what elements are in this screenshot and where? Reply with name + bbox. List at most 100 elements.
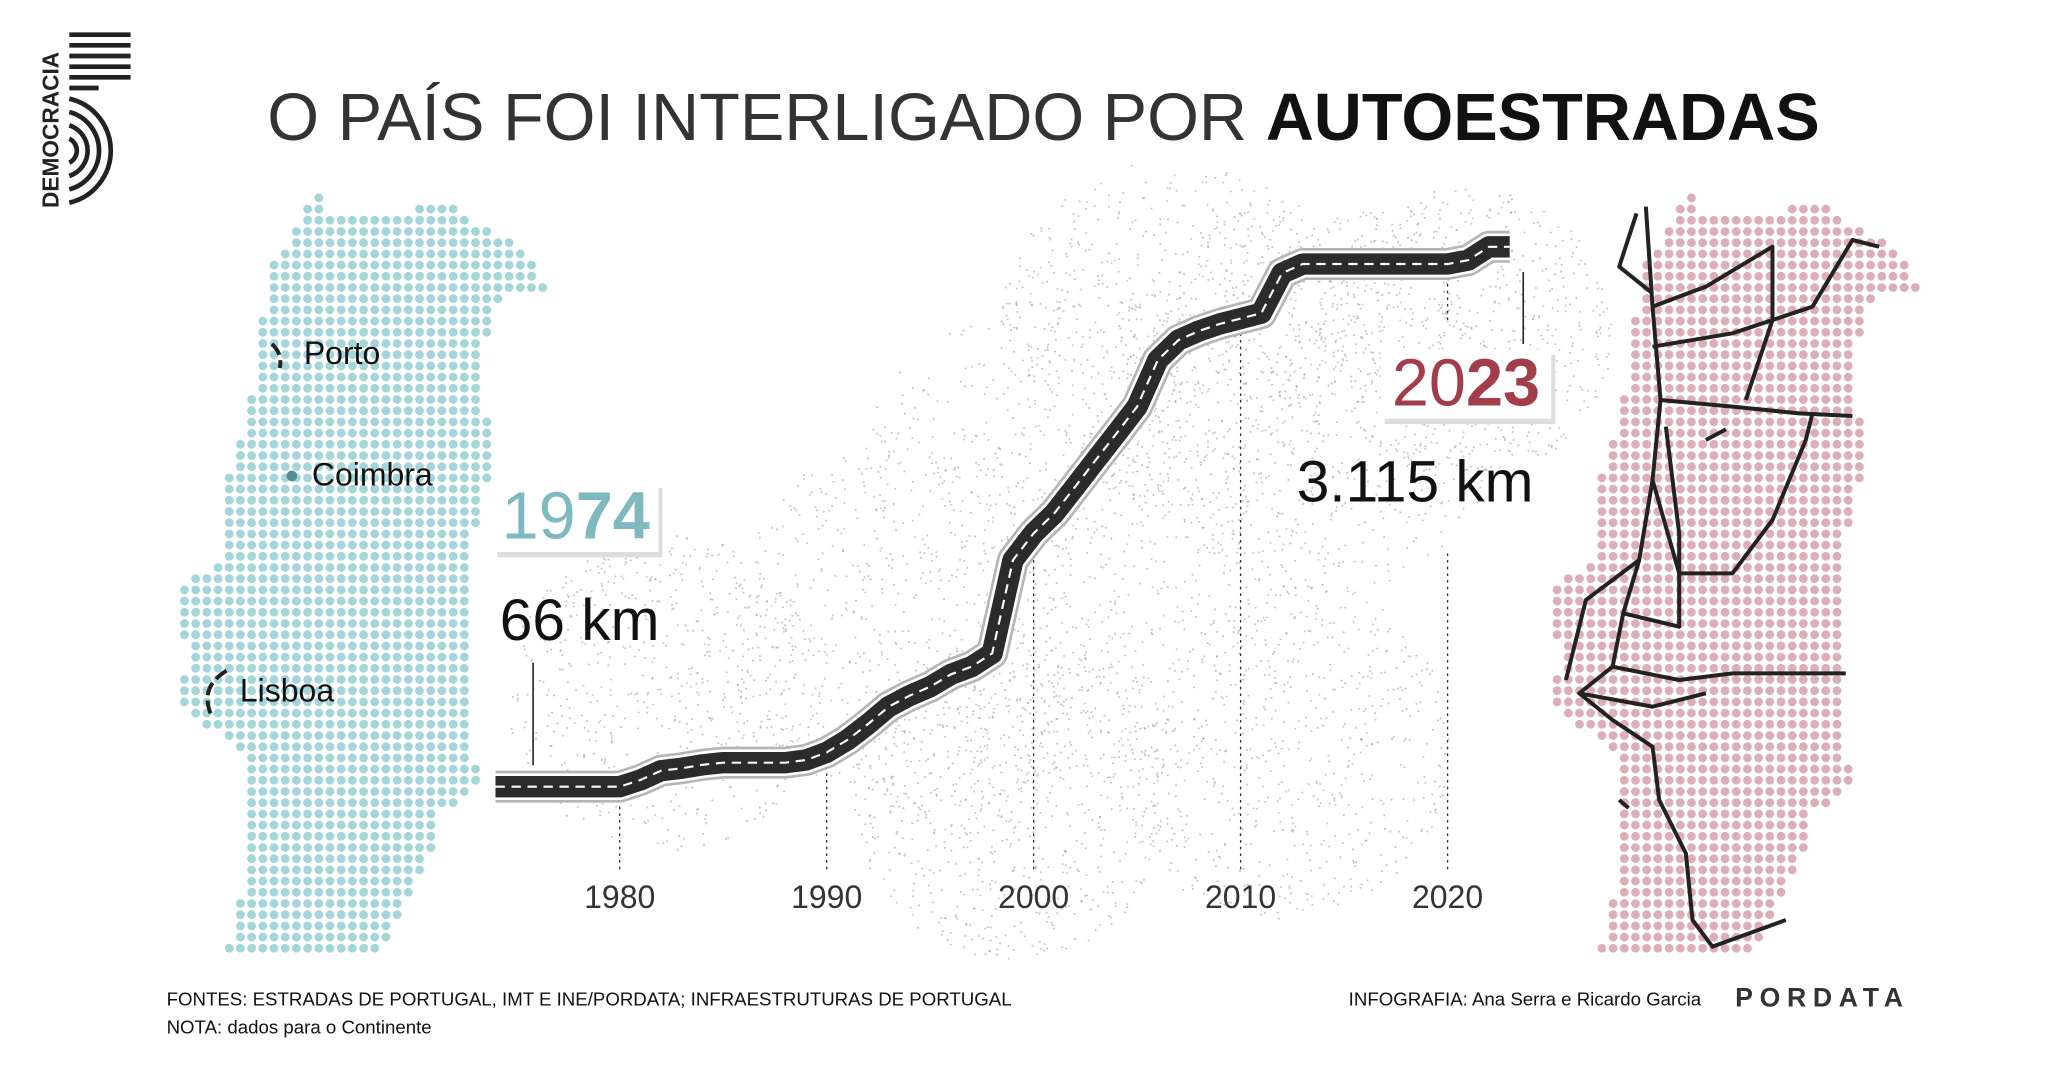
speckle xyxy=(708,655,711,658)
speckle xyxy=(1319,394,1322,397)
speckle xyxy=(878,633,881,637)
speckle xyxy=(1225,482,1228,485)
speckle xyxy=(1433,196,1436,199)
speckle xyxy=(1401,709,1404,712)
speckle xyxy=(607,811,611,814)
speckle xyxy=(1178,390,1181,394)
speckle xyxy=(1350,507,1353,510)
speckle xyxy=(982,795,985,798)
speckle xyxy=(1036,599,1039,602)
speckle xyxy=(983,706,986,709)
speckle xyxy=(1240,214,1243,217)
speckle xyxy=(994,452,997,455)
speckle xyxy=(1483,344,1486,347)
speckle xyxy=(1309,759,1312,762)
speckle xyxy=(1327,434,1330,437)
speckle xyxy=(1187,837,1190,840)
speckle xyxy=(1425,668,1428,671)
speckle xyxy=(1189,400,1192,403)
speckle xyxy=(1166,218,1170,221)
speckle xyxy=(1531,259,1535,262)
speckle xyxy=(612,714,615,718)
speckle xyxy=(1281,566,1284,569)
speckle xyxy=(1243,444,1247,447)
speckle xyxy=(1288,250,1291,253)
speckle xyxy=(1027,369,1031,372)
speckle xyxy=(908,718,911,721)
speckle xyxy=(1296,907,1299,910)
speckle xyxy=(1116,691,1119,694)
speckle xyxy=(1216,880,1219,883)
speckle xyxy=(996,948,999,951)
speckle xyxy=(1120,340,1123,343)
speckle xyxy=(1236,296,1240,300)
speckle xyxy=(939,799,943,802)
speckle xyxy=(794,612,798,615)
speckle xyxy=(1370,889,1373,892)
speckle xyxy=(1126,785,1129,788)
speckle xyxy=(1339,337,1342,340)
speckle xyxy=(613,765,616,768)
speckle xyxy=(1078,243,1081,246)
speckle xyxy=(926,534,929,537)
speckle xyxy=(1227,619,1231,622)
speckle xyxy=(1070,696,1073,699)
speckle xyxy=(1100,649,1103,652)
speckle xyxy=(1342,814,1345,817)
speckle xyxy=(1134,676,1137,679)
speckle xyxy=(1480,294,1483,297)
speckle xyxy=(1201,181,1204,184)
speckle xyxy=(1338,644,1341,647)
speckle xyxy=(1508,347,1511,350)
speckle xyxy=(999,737,1002,740)
speckle xyxy=(1390,798,1393,801)
speckle xyxy=(646,693,649,696)
speckle xyxy=(1321,624,1324,627)
speckle xyxy=(1012,350,1016,353)
speckle xyxy=(1470,222,1473,225)
speckle xyxy=(1113,259,1116,262)
speckle xyxy=(1332,621,1335,625)
speckle xyxy=(1242,261,1245,264)
speckle xyxy=(1090,685,1094,688)
speckle xyxy=(766,608,769,611)
speckle xyxy=(984,529,987,532)
speckle xyxy=(1064,538,1067,541)
speckle xyxy=(1153,410,1156,413)
speckle xyxy=(1365,468,1368,471)
speckle xyxy=(549,648,553,651)
speckle xyxy=(1085,651,1088,654)
speckle xyxy=(1270,717,1273,720)
speckle xyxy=(1218,551,1221,554)
speckle xyxy=(1216,382,1219,385)
speckle xyxy=(1015,301,1018,304)
speckle xyxy=(1294,518,1297,521)
speckle xyxy=(857,652,860,655)
speckle xyxy=(936,723,940,726)
speckle xyxy=(1243,484,1247,487)
speckle xyxy=(909,906,912,909)
speckle xyxy=(821,552,824,555)
speckle xyxy=(1304,531,1307,534)
speckle xyxy=(890,567,894,570)
speckle xyxy=(1179,766,1182,769)
speckle xyxy=(1123,550,1126,553)
speckle xyxy=(1460,450,1463,453)
speckle xyxy=(1089,436,1092,439)
speckle xyxy=(691,786,694,789)
speckle xyxy=(782,627,785,630)
speckle xyxy=(1178,271,1181,274)
speckle xyxy=(1039,627,1042,630)
speckle xyxy=(680,845,683,848)
speckle xyxy=(1183,779,1186,782)
speckle xyxy=(1485,469,1488,472)
speckle xyxy=(742,734,745,737)
speckle xyxy=(1070,245,1073,248)
speckle xyxy=(1208,388,1211,391)
speckle xyxy=(1162,614,1165,617)
speckle xyxy=(1269,770,1272,773)
speckle xyxy=(594,731,597,734)
speckle xyxy=(1129,356,1132,359)
speckle xyxy=(989,504,992,507)
speckle xyxy=(1310,363,1313,366)
